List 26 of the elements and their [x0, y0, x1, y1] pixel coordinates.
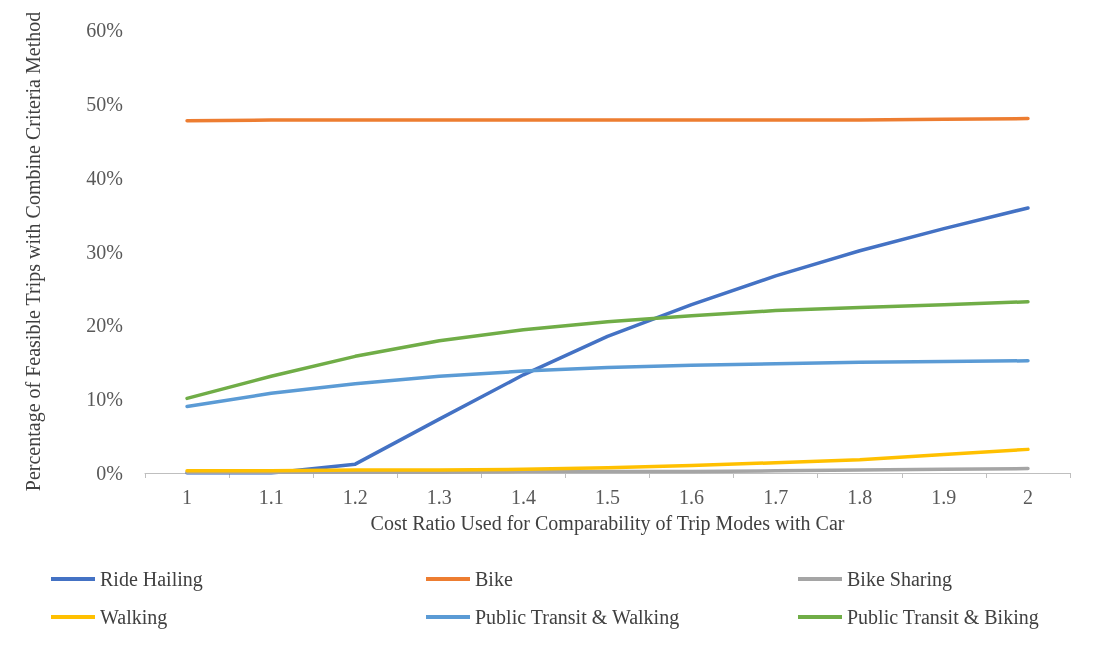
x-tick-label: 1.6: [679, 486, 705, 508]
x-axis-title: Cost Ratio Used for Comparability of Trip Modes with Car: [370, 512, 845, 535]
x-tick-label: 1.4: [510, 486, 536, 508]
y-tick-label: 60%: [86, 19, 123, 41]
x-tick-label: 2: [1022, 486, 1033, 508]
legend-label: Bike Sharing: [847, 568, 952, 591]
legend-label: Bike: [475, 568, 513, 590]
x-tick-label: 1.7: [763, 486, 789, 508]
y-tick-label: 0%: [96, 462, 123, 484]
x-tick-label: 1.5: [595, 486, 620, 508]
legend-label: Ride Hailing: [100, 568, 203, 591]
y-tick-label: 30%: [86, 240, 123, 263]
legend-label: Public Transit & Walking: [475, 606, 680, 629]
x-tick-label: 1.3: [426, 486, 452, 508]
x-tick-label: 1.2: [342, 486, 368, 508]
y-tick-label: 10%: [86, 388, 123, 411]
x-tick-label: 1.8: [847, 486, 873, 508]
legend-label: Walking: [100, 606, 168, 629]
x-tick-label: 1.1: [258, 486, 284, 508]
y-tick-label: 50%: [86, 92, 123, 115]
legend-label: Public Transit & Biking: [847, 606, 1039, 629]
x-tick-label: 1: [182, 486, 193, 508]
y-tick-label: 40%: [86, 166, 123, 189]
y-axis-title: Percentage of Feasible Trips with Combine Criteria Method: [22, 11, 45, 492]
y-tick-label: 20%: [86, 314, 123, 337]
x-tick-label: 1.9: [931, 486, 957, 508]
